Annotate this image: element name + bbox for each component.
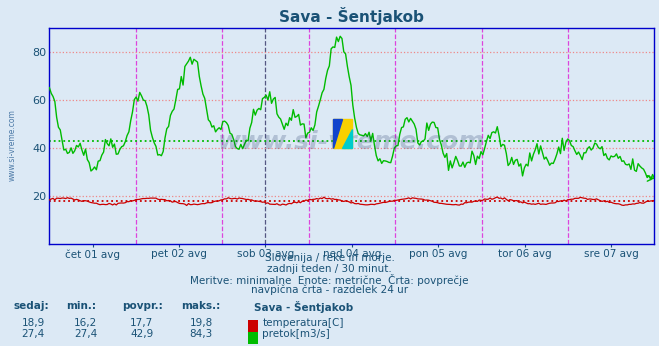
Text: sedaj:: sedaj: (13, 301, 49, 311)
Text: 16,2: 16,2 (74, 318, 98, 328)
Text: navpična črta - razdelek 24 ur: navpična črta - razdelek 24 ur (251, 284, 408, 295)
Text: temperatura[C]: temperatura[C] (262, 318, 344, 328)
Text: Sava - Šentjakob: Sava - Šentjakob (254, 301, 353, 313)
Text: Slovenija / reke in morje.: Slovenija / reke in morje. (264, 253, 395, 263)
Polygon shape (343, 129, 352, 148)
Text: zadnji teden / 30 minut.: zadnji teden / 30 minut. (267, 264, 392, 274)
Text: www.si-vreme.com: www.si-vreme.com (8, 109, 17, 181)
Text: 27,4: 27,4 (74, 329, 98, 339)
Text: 42,9: 42,9 (130, 329, 154, 339)
Text: Meritve: minimalne  Enote: metrične  Črta: povprečje: Meritve: minimalne Enote: metrične Črta:… (190, 274, 469, 286)
Text: 18,9: 18,9 (21, 318, 45, 328)
Polygon shape (333, 119, 343, 148)
Text: min.:: min.: (66, 301, 96, 311)
Text: www.si-vreme.com: www.si-vreme.com (218, 130, 486, 154)
Title: Sava - Šentjakob: Sava - Šentjakob (279, 7, 424, 25)
Text: 84,3: 84,3 (189, 329, 213, 339)
Text: povpr.:: povpr.: (122, 301, 163, 311)
Text: 19,8: 19,8 (189, 318, 213, 328)
Bar (333, 119, 352, 148)
Text: 17,7: 17,7 (130, 318, 154, 328)
Text: maks.:: maks.: (181, 301, 221, 311)
Text: pretok[m3/s]: pretok[m3/s] (262, 329, 330, 339)
Text: 27,4: 27,4 (21, 329, 45, 339)
